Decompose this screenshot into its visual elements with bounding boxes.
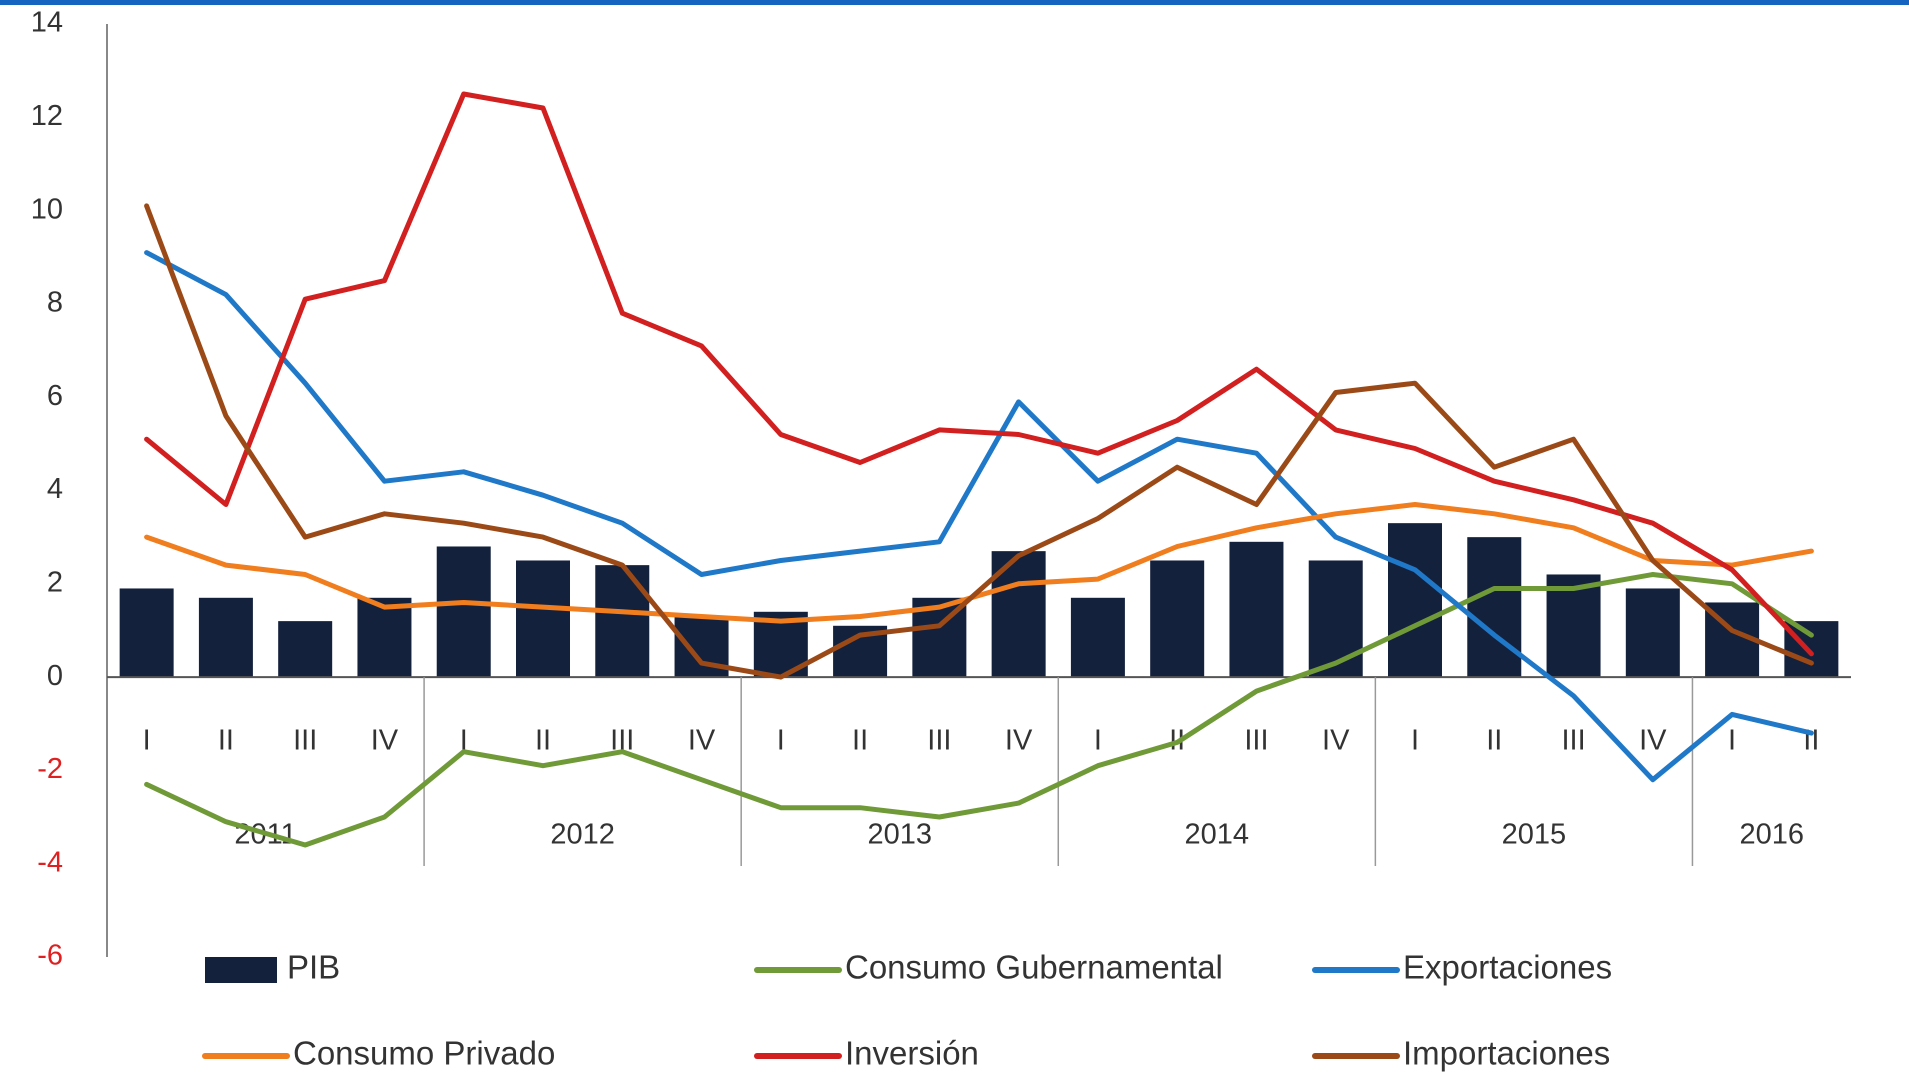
x-tick-label: I — [460, 725, 468, 757]
group-label: 2015 — [1502, 819, 1567, 851]
y-tick-label: -2 — [37, 753, 63, 785]
bar — [1546, 574, 1601, 678]
x-tick-label: III — [927, 725, 951, 757]
x-tick-label: IV — [371, 725, 399, 757]
bar — [595, 565, 650, 678]
y-tick-label: 2 — [47, 566, 63, 598]
x-tick-label: I — [777, 725, 785, 757]
group-label: 2012 — [550, 819, 615, 851]
bar — [1625, 588, 1680, 678]
x-tick-label: I — [1728, 725, 1736, 757]
line — [144, 91, 1814, 657]
y-tick-label: 12 — [31, 100, 63, 132]
y-tick-label: 6 — [47, 380, 63, 412]
x-tick-label: IV — [688, 725, 716, 757]
x-tick-label: I — [1094, 725, 1102, 757]
legend-label: Inversión — [845, 1035, 979, 1072]
x-tick-label: II — [852, 725, 868, 757]
y-tick-label: 4 — [47, 473, 63, 505]
line — [144, 250, 1814, 783]
bar — [1070, 597, 1125, 678]
y-tick-label: -6 — [37, 940, 63, 972]
x-tick-label: I — [1411, 725, 1419, 757]
group-label: 2016 — [1739, 819, 1804, 851]
x-tick-label: II — [218, 725, 234, 757]
group-label: 2014 — [1185, 819, 1250, 851]
bar — [198, 597, 253, 678]
x-tick-label: IV — [1639, 725, 1667, 757]
x-tick-label: II — [535, 725, 551, 757]
top-border — [0, 0, 1909, 5]
bar — [436, 546, 491, 678]
line — [144, 502, 1814, 624]
legend-label: Exportaciones — [1403, 949, 1612, 986]
line — [144, 572, 1814, 848]
y-tick-label: 0 — [47, 660, 63, 692]
x-tick-label: IV — [1005, 725, 1033, 757]
bar — [278, 621, 333, 678]
legend-label: Consumo Gubernamental — [845, 949, 1223, 986]
x-tick-label: III — [293, 725, 317, 757]
x-tick-label: IV — [1322, 725, 1350, 757]
x-tick-label: II — [1486, 725, 1502, 757]
line — [144, 203, 1814, 680]
x-tick-label: I — [143, 725, 151, 757]
legend-label: PIB — [287, 949, 340, 986]
legend-swatch — [205, 957, 277, 983]
x-tick-label: III — [1561, 725, 1585, 757]
bar — [516, 560, 570, 678]
bar — [1229, 541, 1284, 678]
bar — [1150, 560, 1205, 678]
legend-label: Consumo Privado — [293, 1035, 555, 1072]
legend-label: Importaciones — [1403, 1035, 1610, 1072]
bar — [1308, 560, 1363, 678]
y-tick-label: -4 — [37, 846, 63, 878]
y-tick-label: 8 — [47, 287, 63, 319]
y-tick-label: 14 — [31, 7, 63, 39]
bar — [1388, 523, 1442, 678]
bar — [1784, 621, 1839, 678]
bar — [1467, 537, 1522, 678]
x-tick-label: III — [1244, 725, 1268, 757]
bar — [119, 588, 174, 678]
group-label: 2013 — [867, 819, 932, 851]
y-tick-label: 10 — [31, 193, 63, 225]
bar — [357, 597, 412, 678]
